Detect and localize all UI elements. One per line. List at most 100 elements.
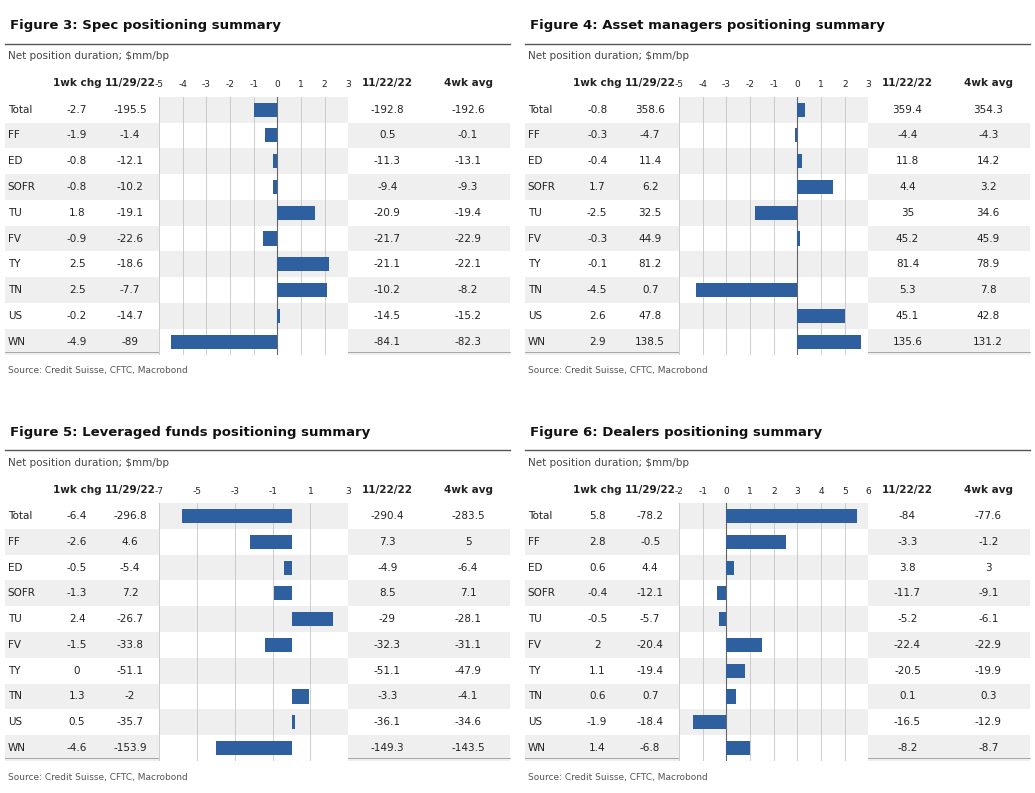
Text: 11/29/22: 11/29/22 [105,79,155,88]
Text: -0.3: -0.3 [587,233,608,243]
Text: 5.8: 5.8 [589,511,605,521]
Text: Figure 6: Dealers positioning summary: Figure 6: Dealers positioning summary [530,426,823,439]
Bar [159,710,348,735]
Text: -192.8: -192.8 [371,105,405,115]
Text: US: US [528,311,542,321]
Text: 3: 3 [346,486,351,496]
Text: -1.9: -1.9 [587,717,608,727]
Text: -12.1: -12.1 [117,156,144,167]
Text: 0.5: 0.5 [68,717,85,727]
Text: ED: ED [528,562,542,573]
Text: -2.6: -2.6 [67,537,87,547]
Bar [159,503,348,529]
Text: 42.8: 42.8 [977,311,1000,321]
Text: 34.6: 34.6 [977,208,1000,218]
Bar [274,586,292,600]
Text: -77.6: -77.6 [975,511,1002,521]
Text: -19.4: -19.4 [454,208,481,218]
Text: 4.6: 4.6 [122,537,139,547]
Text: 0: 0 [795,80,800,89]
Text: 354.3: 354.3 [973,105,1003,115]
Bar [679,684,868,710]
Text: 44.9: 44.9 [639,233,661,243]
Text: -31.1: -31.1 [454,640,481,650]
Text: FV: FV [528,233,540,243]
Text: -1.5: -1.5 [67,640,87,650]
Text: -4: -4 [699,80,707,89]
Text: -3: -3 [722,80,731,89]
Text: Source: Credit Suisse, CFTC, Macrobond: Source: Credit Suisse, CFTC, Macrobond [7,366,187,375]
Text: 45.9: 45.9 [977,233,1000,243]
FancyBboxPatch shape [5,554,509,580]
Text: -22.9: -22.9 [975,640,1002,650]
Text: Total: Total [7,105,32,115]
Text: -34.6: -34.6 [454,717,481,727]
Text: 7.3: 7.3 [379,537,395,547]
Bar [727,689,736,703]
Text: -4.6: -4.6 [67,743,87,753]
Bar [292,689,308,703]
Bar [717,586,727,600]
FancyBboxPatch shape [525,97,1030,122]
Text: FF: FF [7,537,20,547]
Text: 78.9: 78.9 [977,259,1000,270]
Text: -29: -29 [379,614,395,624]
Text: 6: 6 [865,486,871,496]
Bar [159,200,348,226]
Bar [272,154,277,168]
Text: -82.3: -82.3 [454,337,481,347]
Bar [679,529,868,554]
Text: 2: 2 [322,80,327,89]
FancyBboxPatch shape [525,278,1030,303]
FancyBboxPatch shape [525,174,1030,200]
Bar [797,308,845,323]
Text: 3: 3 [865,80,871,89]
Text: -0.5: -0.5 [67,562,87,573]
Bar [159,174,348,200]
Text: -4: -4 [178,80,187,89]
Text: -0.2: -0.2 [67,311,87,321]
Text: Figure 3: Spec positioning summary: Figure 3: Spec positioning summary [10,19,282,33]
Text: -7.7: -7.7 [120,285,140,295]
Text: TN: TN [528,285,541,295]
Bar [263,232,277,246]
Bar [727,509,857,523]
Text: -0.5: -0.5 [640,537,660,547]
Text: 138.5: 138.5 [635,337,666,347]
Text: 3.2: 3.2 [980,182,997,192]
Text: 11/29/22: 11/29/22 [105,485,155,495]
Text: -28.1: -28.1 [454,614,481,624]
Text: -1: -1 [268,486,277,496]
Text: TY: TY [7,665,21,676]
Bar [277,308,279,323]
Text: Source: Credit Suisse, CFTC, Macrobond: Source: Credit Suisse, CFTC, Macrobond [528,366,708,375]
Text: 1wk chg: 1wk chg [53,485,101,495]
Text: TY: TY [7,259,21,270]
Text: 1.1: 1.1 [589,665,605,676]
Text: TU: TU [528,208,541,218]
Bar [755,205,797,220]
Text: -2.7: -2.7 [67,105,87,115]
Text: -8.2: -8.2 [457,285,478,295]
Bar [679,607,868,632]
Text: US: US [7,311,22,321]
Text: 0: 0 [723,486,730,496]
Text: -290.4: -290.4 [371,511,404,521]
Text: -296.8: -296.8 [113,511,147,521]
Text: Net position duration; $mm/bp: Net position duration; $mm/bp [528,458,688,468]
Text: FV: FV [7,233,21,243]
Text: 3: 3 [795,486,800,496]
Text: -6.4: -6.4 [67,511,87,521]
FancyBboxPatch shape [5,329,509,354]
Text: 4wk avg: 4wk avg [964,79,1012,88]
FancyBboxPatch shape [5,503,509,529]
Text: 4wk avg: 4wk avg [444,79,493,88]
Text: -20.4: -20.4 [637,640,663,650]
Text: -4.1: -4.1 [457,691,478,702]
Text: TN: TN [7,285,22,295]
Text: 11/22/22: 11/22/22 [362,485,413,495]
Text: -149.3: -149.3 [371,743,405,753]
Text: -16.5: -16.5 [894,717,921,727]
Text: 1wk chg: 1wk chg [572,485,621,495]
Text: 1: 1 [298,80,304,89]
